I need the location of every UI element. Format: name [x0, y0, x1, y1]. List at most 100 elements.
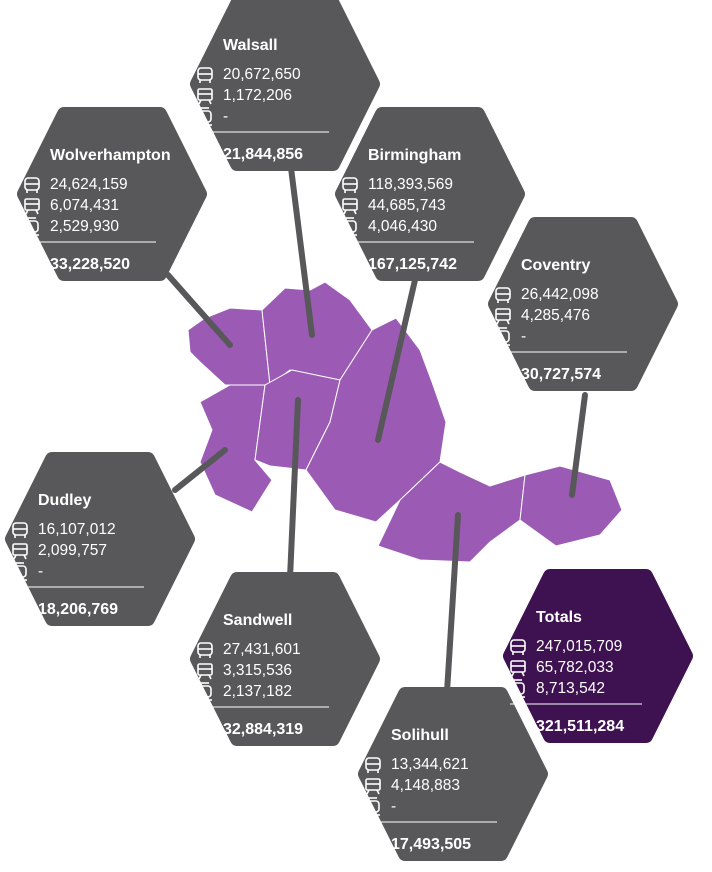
- icon-part: [208, 674, 212, 680]
- total-value: 21,844,856: [223, 146, 303, 163]
- bus-icon: [197, 642, 213, 658]
- total-value: 321,511,284: [536, 718, 624, 735]
- pointer: [375, 277, 418, 443]
- bus-value: 247,015,709: [536, 638, 622, 655]
- hexagon: [358, 687, 548, 861]
- region-hexagon: Totals 247,015,709 65,782,033 8,713,542 321,…: [503, 569, 693, 743]
- region-name: Totals: [536, 609, 582, 626]
- metro-value: 4,046,430: [368, 218, 437, 235]
- icon-part: [376, 789, 380, 795]
- bus-icon: [510, 639, 526, 655]
- region-hexagon: Dudley 16,107,012 2,099,757 - 18,206,769: [5, 452, 195, 626]
- region-hexagon: Coventry 26,442,098 4,285,476 - 30,727,574: [488, 217, 678, 391]
- metro-value: -: [521, 328, 526, 345]
- icon-part: [496, 319, 500, 325]
- icon-part: [366, 789, 370, 795]
- region-name: Birmingham: [368, 147, 461, 164]
- rail-icon: [12, 543, 28, 560]
- pointer: [165, 272, 233, 348]
- total-value: 18,206,769: [38, 601, 118, 618]
- metro-value: -: [223, 108, 228, 125]
- region-hexagon: Solihull 13,344,621 4,148,883 - 17,493,505: [358, 687, 548, 861]
- icon-part: [506, 319, 510, 325]
- bus-icon: [24, 177, 40, 193]
- bus-value: 27,431,601: [223, 641, 301, 658]
- total-value: 32,884,319: [223, 721, 303, 738]
- metro-value: -: [38, 563, 43, 580]
- icon-part: [25, 209, 29, 215]
- region-name: Coventry: [521, 257, 590, 274]
- rail-value: 6,074,431: [50, 197, 119, 214]
- rail-icon: [495, 308, 511, 325]
- icon-part: [198, 99, 202, 105]
- rail-icon: [197, 663, 213, 680]
- rail-icon: [24, 198, 40, 215]
- icon-part: [198, 685, 212, 698]
- pointer: [569, 392, 588, 498]
- metro-icon: [13, 562, 27, 581]
- icon-part: [511, 682, 525, 695]
- icon-part: [25, 220, 39, 233]
- icon-part: [343, 220, 357, 233]
- map-coventry: [519, 465, 623, 547]
- rail-value: 4,148,883: [391, 777, 460, 794]
- bus-value: 118,393,569: [368, 176, 453, 193]
- metro-icon: [198, 682, 212, 701]
- region-hexagon: Walsall 20,672,650 1,172,206 - 21,844,856: [190, 0, 380, 171]
- pointer: [172, 447, 228, 493]
- pointer: [444, 512, 461, 695]
- metro-value: 2,137,182: [223, 683, 292, 700]
- icon-part: [198, 110, 212, 123]
- rail-value: 44,685,743: [368, 197, 446, 214]
- metro-icon: [343, 217, 357, 236]
- icon-part: [208, 99, 212, 105]
- rail-value: 3,315,536: [223, 662, 292, 679]
- hexagon: [503, 569, 693, 743]
- region-hexagon: Sandwell 27,431,601 3,315,536 2,137,182 32,8…: [190, 572, 380, 746]
- metro-icon: [511, 679, 525, 698]
- total-value: 167,125,742: [368, 256, 457, 273]
- total-value: 33,228,520: [50, 256, 130, 273]
- region-hexagon: Wolverhampton 24,624,159 6,074,431 2,529,93…: [17, 107, 207, 281]
- rail-icon: [342, 198, 358, 215]
- icon-part: [13, 554, 17, 560]
- bus-value: 13,344,621: [391, 756, 469, 773]
- hexagon: [17, 107, 207, 281]
- region-name: Walsall: [223, 37, 278, 54]
- hexagons: Walsall 20,672,650 1,172,206 - 21,844,856 Wol…: [5, 0, 693, 861]
- hexagon: [5, 452, 195, 626]
- pointer: [287, 157, 315, 338]
- bus-icon: [12, 522, 28, 538]
- pointers: [165, 157, 588, 695]
- icon-part: [496, 330, 510, 343]
- icon-part: [13, 565, 27, 578]
- hexagon: [190, 0, 380, 171]
- icon-part: [23, 554, 27, 560]
- icon-part: [521, 671, 525, 677]
- metro-value: -: [391, 798, 396, 815]
- region-name: Wolverhampton: [50, 147, 171, 164]
- bus-value: 20,672,650: [223, 66, 301, 83]
- rail-value: 4,285,476: [521, 307, 590, 324]
- bus-value: 26,442,098: [521, 286, 599, 303]
- region-name: Sandwell: [223, 612, 292, 629]
- icon-part: [343, 209, 347, 215]
- bus-icon: [197, 67, 213, 83]
- region-name: Dudley: [38, 492, 91, 509]
- bus-value: 24,624,159: [50, 176, 128, 193]
- rail-icon: [197, 88, 213, 105]
- map: [187, 281, 623, 563]
- rail-icon: [365, 778, 381, 795]
- icon-part: [35, 209, 39, 215]
- bus-icon: [365, 757, 381, 773]
- icon-part: [511, 671, 515, 677]
- region-hexagon: Birmingham 118,393,569 44,685,743 4,046,430…: [335, 107, 525, 281]
- metro-icon: [496, 327, 510, 346]
- bus-icon: [495, 287, 511, 303]
- icon-part: [353, 209, 357, 215]
- metro-icon: [366, 797, 380, 816]
- bus-value: 16,107,012: [38, 521, 116, 538]
- bus-icon: [342, 177, 358, 193]
- metro-value: 2,529,930: [50, 218, 119, 235]
